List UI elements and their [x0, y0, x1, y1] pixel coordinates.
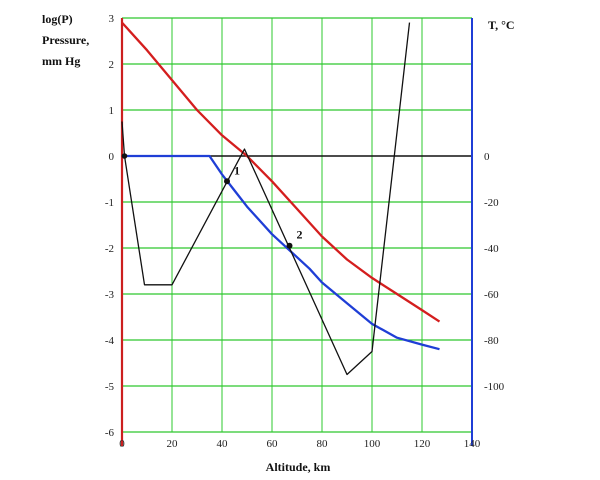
left-axis-title-line-1: log(P): [42, 12, 73, 26]
y-left-tick-label: -1: [105, 197, 114, 209]
grid: [122, 17, 473, 433]
y-left-tick-label: -2: [105, 243, 114, 255]
x-tick-label: 40: [217, 438, 229, 450]
x-tick-label: 120: [414, 438, 431, 450]
point-label: 1: [234, 163, 240, 177]
y-left-tick-label: -3: [105, 289, 115, 301]
y-right-tick-label: -100: [484, 381, 505, 393]
series-line-blue_series: [122, 154, 440, 351]
series-line-pressure: [121, 21, 441, 323]
x-tick-label: 100: [364, 438, 381, 450]
x-tick-label: 80: [317, 438, 329, 450]
x-tick-label: 0: [119, 438, 125, 450]
right-axis-title: T, °C: [488, 18, 515, 32]
x-axis-title: Altitude, km: [266, 460, 331, 474]
y-left-tick-label: 2: [109, 59, 115, 71]
series-line-temperature: [121, 22, 411, 376]
y-right-tick-label: -20: [484, 197, 499, 209]
y-left-tick-label: -5: [105, 381, 115, 393]
x-tick-label: 60: [267, 438, 279, 450]
y-right-tick-label: -40: [484, 243, 499, 255]
point-marker: [224, 178, 230, 185]
series-group: [121, 21, 441, 376]
marked-points: 12: [121, 153, 303, 249]
left-axis-title-line-2: Pressure,: [42, 33, 89, 47]
y-left-tick-label: -4: [105, 335, 115, 347]
left-axis-title-line-3: mm Hg: [42, 54, 80, 68]
y-right-tick-label: -80: [484, 335, 499, 347]
x-tick-label: 20: [167, 438, 179, 450]
y-left-tick-label: 0: [109, 151, 115, 163]
y-left-tick-label: -6: [105, 427, 115, 439]
point-label: 2: [297, 228, 303, 242]
point-marker: [286, 242, 293, 249]
tick-labels: 0 20 40 60 80 100 120 1403210-1-2-3-4-5-60-20-4…: [105, 13, 505, 450]
x-tick-label: 140: [464, 438, 481, 450]
y-left-tick-label: 3: [109, 13, 115, 25]
y-left-tick-label: 1: [109, 105, 115, 117]
y-right-tick-label: -60: [484, 289, 499, 301]
origin-point: [121, 153, 128, 159]
y-right-tick-label: 0: [484, 151, 490, 163]
